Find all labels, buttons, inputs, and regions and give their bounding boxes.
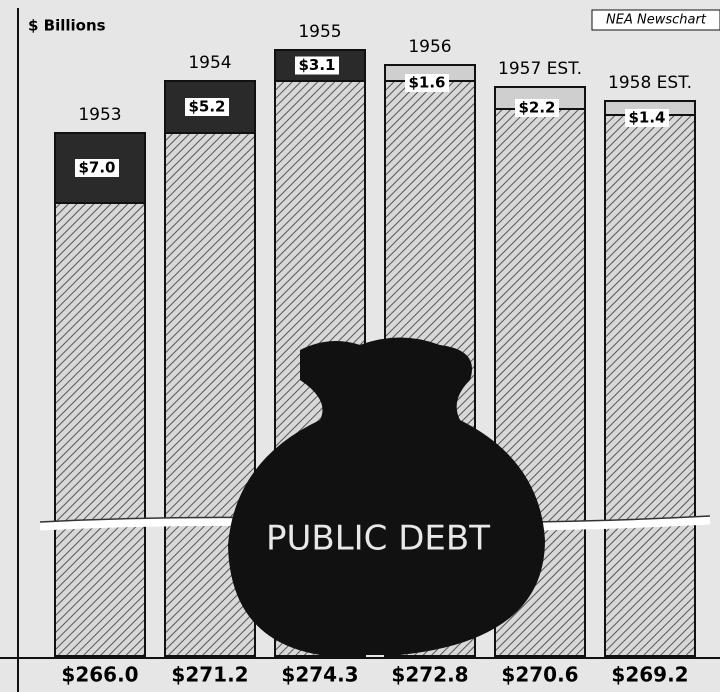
segment-label: $1.6 — [408, 74, 445, 92]
bar — [605, 101, 695, 656]
unit-label: $ Billions — [28, 17, 106, 35]
credit: NEA Newschart — [606, 13, 707, 28]
category-label: 1956 — [408, 37, 451, 57]
chart: $ Billions NEA Newschart $7.0 1953 $266.0 $… — [0, 0, 720, 692]
category-label: 1954 — [188, 53, 231, 73]
total-label: $269.2 — [611, 663, 688, 687]
annotation: PUBLIC DEBT — [266, 519, 490, 559]
total-label: $271.2 — [171, 663, 248, 687]
segment-label: $7.0 — [78, 159, 115, 177]
bar — [55, 133, 145, 656]
total-label: $274.3 — [281, 663, 358, 687]
category-label: 1958 EST. — [608, 73, 692, 93]
total-label: $266.0 — [61, 663, 138, 687]
total-label: $272.8 — [391, 663, 468, 687]
category-label: 1955 — [298, 22, 341, 42]
segment-label: $3.1 — [298, 56, 335, 74]
category-label: 1957 EST. — [498, 59, 582, 79]
segment-label: $1.4 — [628, 109, 665, 127]
segment-label: $2.2 — [518, 99, 555, 117]
segment-label: $5.2 — [188, 98, 225, 116]
category-label: 1953 — [78, 105, 121, 125]
total-label: $270.6 — [501, 663, 578, 687]
